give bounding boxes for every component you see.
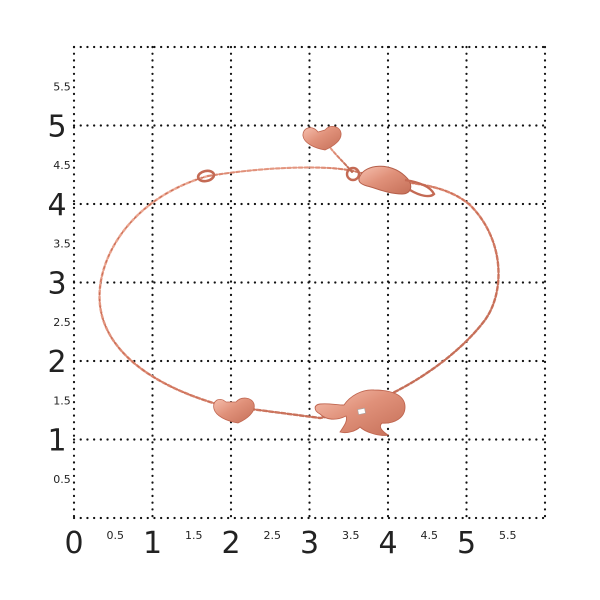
y-tick-label: 2 [47,345,66,380]
clasp-ring-end [345,166,361,182]
y-tick-label: 1 [47,424,66,459]
x-tick-label: 5 [457,526,476,561]
y-tick-label: 5.5 [53,80,71,93]
x-tick-label: 3 [300,526,319,561]
heart-charm [213,397,255,424]
x-tick-label: 2.5 [264,529,282,542]
extension-chain [206,166,367,178]
y-tick-label: 4.5 [53,159,71,172]
y-axis-labels: 0.5 1 1.5 2 2.5 3 3.5 4 4.5 5 5.5 [47,80,70,486]
x-tick-label: 4.5 [421,529,439,542]
y-tick-label: 3.5 [53,237,71,250]
y-tick-label: 1.5 [53,394,71,407]
x-tick-label: 5.5 [499,529,517,542]
x-tick-label: 1 [143,526,162,561]
x-tick-label: 3.5 [342,529,360,542]
grid-lines [72,45,550,520]
y-tick-label: 2.5 [53,316,71,329]
y-tick-label: 0.5 [53,473,71,486]
bracelet-chain-inner [98,175,500,419]
x-tick-label: 0 [64,526,83,561]
heart-tag-charm [302,126,342,151]
clasp-ring [404,178,436,198]
x-tick-label: 0.5 [107,529,125,542]
bracelet [98,126,500,436]
bracelet-chain-outer [98,174,500,420]
y-tick-label: 4 [47,188,66,223]
x-tick-label: 4 [378,526,397,561]
x-axis-labels: 0 0.5 1 1.5 2 2.5 3 3.5 4 4.5 5 5.5 [64,526,516,561]
diamond-accent [357,407,366,415]
x-tick-label: 1.5 [185,529,203,542]
jump-ring [196,169,216,183]
lobster-clasp [358,165,412,195]
x-tick-label: 2 [221,526,240,561]
y-tick-label: 5 [47,110,66,145]
y-tick-label: 3 [47,267,66,302]
